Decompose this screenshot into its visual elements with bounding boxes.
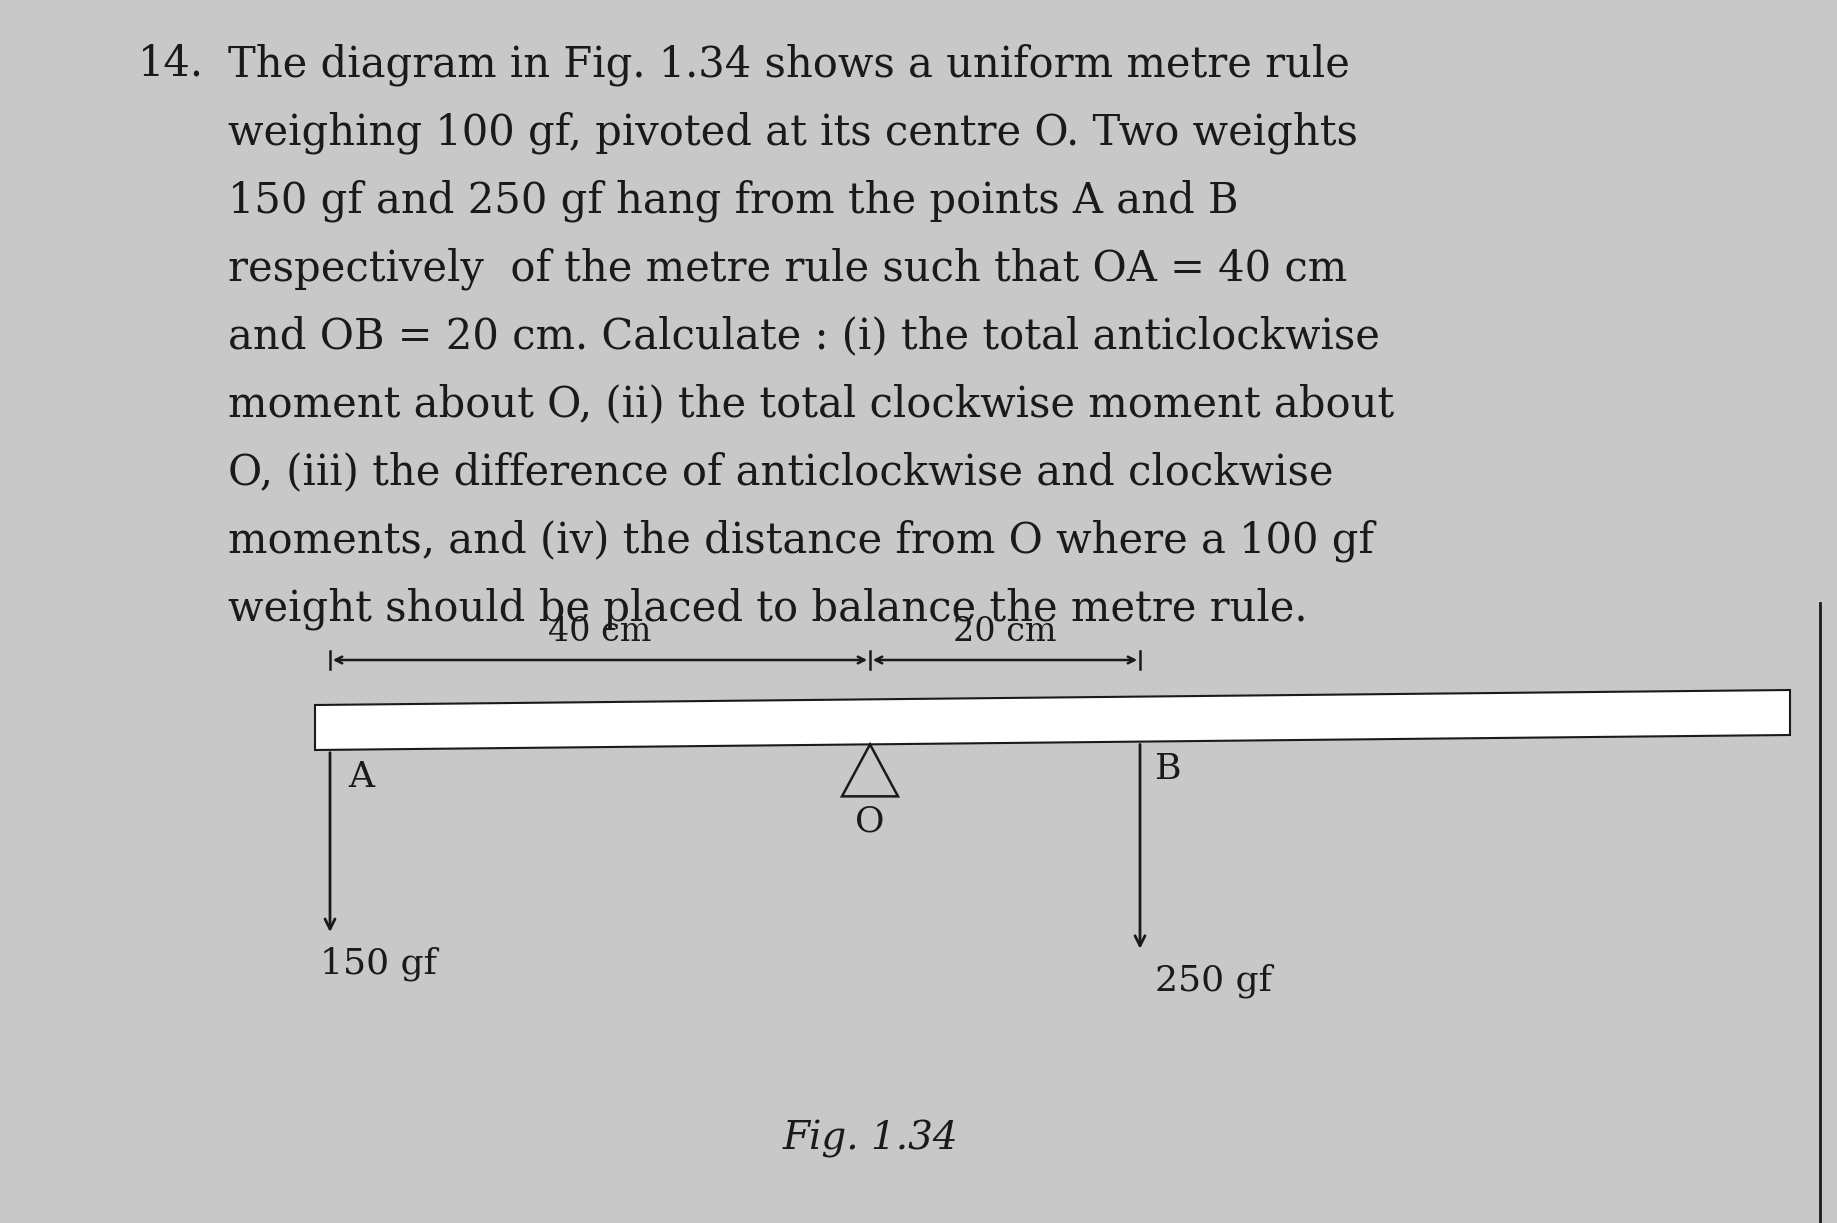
Text: O, (iii) the difference of anticlockwise and clockwise: O, (iii) the difference of anticlockwise…: [228, 451, 1334, 493]
Text: and OB = 20 cm. Calculate : (i) the total anticlockwise: and OB = 20 cm. Calculate : (i) the tota…: [228, 316, 1380, 357]
Polygon shape: [314, 690, 1789, 750]
Text: 14.: 14.: [138, 43, 204, 86]
Text: 40 cm: 40 cm: [547, 616, 652, 648]
Text: 150 gf: 150 gf: [320, 947, 437, 981]
Text: moment about O, (ii) the total clockwise moment about: moment about O, (ii) the total clockwise…: [228, 383, 1394, 426]
Text: Fig. 1.34: Fig. 1.34: [783, 1120, 957, 1158]
Text: 150 gf and 250 gf hang from the points A and B: 150 gf and 250 gf hang from the points A…: [228, 179, 1238, 221]
Polygon shape: [841, 745, 898, 796]
Text: weight should be placed to balance the metre rule.: weight should be placed to balance the m…: [228, 587, 1308, 630]
Text: weighing 100 gf, pivoted at its centre O. Two weights: weighing 100 gf, pivoted at its centre O…: [228, 111, 1358, 154]
Text: A: A: [347, 759, 375, 794]
Text: The diagram in Fig. 1.34 shows a uniform metre rule: The diagram in Fig. 1.34 shows a uniform…: [228, 43, 1350, 86]
Text: B: B: [1155, 752, 1181, 785]
Text: O: O: [856, 805, 885, 838]
Text: respectively  of the metre rule such that OA = 40 cm: respectively of the metre rule such that…: [228, 247, 1347, 290]
Text: 250 gf: 250 gf: [1155, 964, 1271, 998]
Text: 20 cm: 20 cm: [953, 616, 1056, 648]
Text: moments, and (iv) the distance from O where a 100 gf: moments, and (iv) the distance from O wh…: [228, 519, 1374, 561]
